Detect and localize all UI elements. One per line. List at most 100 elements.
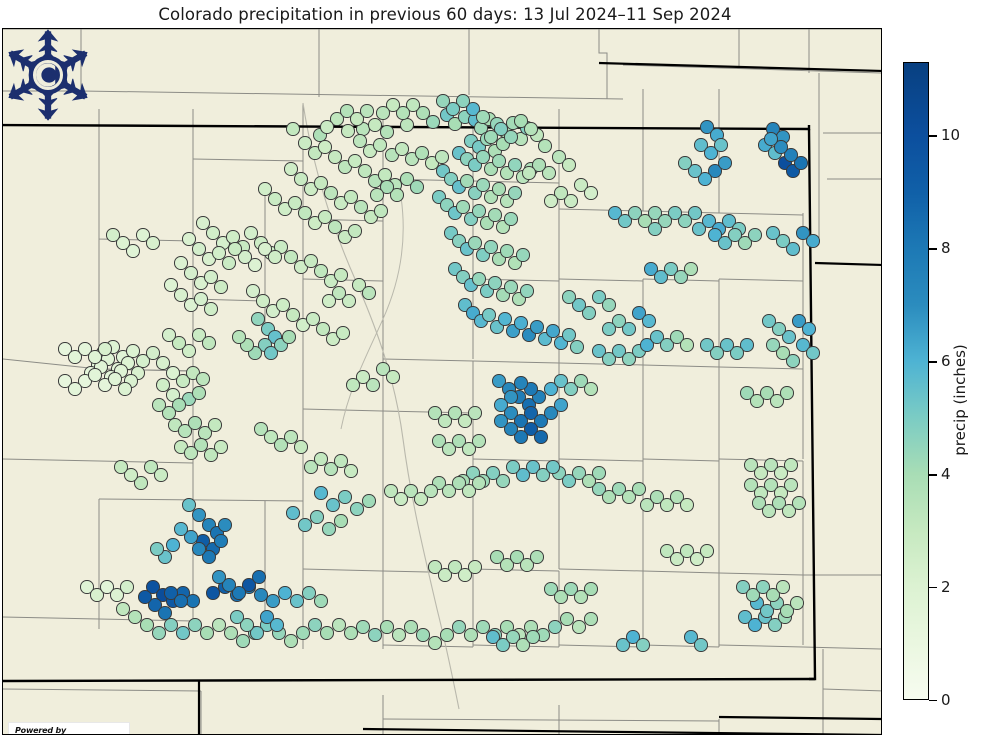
station-marker[interactable] — [704, 146, 718, 160]
station-marker[interactable] — [660, 498, 674, 512]
station-marker[interactable] — [120, 580, 134, 594]
station-marker[interactable] — [342, 294, 356, 308]
station-marker[interactable] — [442, 484, 456, 498]
station-marker[interactable] — [670, 552, 684, 566]
station-marker[interactable] — [266, 594, 280, 608]
station-marker[interactable] — [468, 560, 482, 574]
station-marker[interactable] — [554, 186, 568, 200]
station-marker[interactable] — [284, 250, 298, 264]
station-marker[interactable] — [302, 586, 316, 600]
station-marker[interactable] — [110, 588, 124, 602]
station-marker[interactable] — [106, 228, 120, 242]
station-marker[interactable] — [766, 338, 780, 352]
station-marker[interactable] — [334, 268, 348, 282]
station-marker[interactable] — [304, 460, 318, 474]
station-marker[interactable] — [138, 590, 152, 604]
station-marker[interactable] — [748, 228, 762, 242]
station-marker[interactable] — [380, 180, 394, 194]
station-marker[interactable] — [700, 338, 714, 352]
station-marker[interactable] — [526, 630, 540, 644]
station-marker[interactable] — [612, 314, 626, 328]
station-marker[interactable] — [524, 122, 538, 136]
station-marker[interactable] — [140, 618, 154, 632]
station-marker[interactable] — [592, 466, 606, 480]
station-marker[interactable] — [346, 378, 360, 392]
station-marker[interactable] — [694, 638, 708, 652]
station-marker[interactable] — [328, 220, 342, 234]
station-marker[interactable] — [310, 510, 324, 524]
station-marker[interactable] — [462, 484, 476, 498]
station-marker[interactable] — [710, 346, 724, 360]
station-marker[interactable] — [680, 338, 694, 352]
station-marker[interactable] — [348, 224, 362, 238]
station-marker[interactable] — [184, 530, 198, 544]
station-marker[interactable] — [802, 322, 816, 336]
station-marker[interactable] — [750, 394, 764, 408]
station-marker[interactable] — [256, 294, 270, 308]
station-marker[interactable] — [458, 568, 472, 582]
station-marker[interactable] — [435, 150, 449, 164]
station-marker[interactable] — [572, 620, 586, 634]
station-marker[interactable] — [476, 150, 490, 164]
station-marker[interactable] — [456, 200, 470, 214]
station-marker[interactable] — [504, 390, 518, 404]
station-marker[interactable] — [232, 330, 246, 344]
station-marker[interactable] — [514, 376, 528, 390]
station-marker[interactable] — [320, 120, 334, 134]
station-marker[interactable] — [366, 378, 380, 392]
station-marker[interactable] — [380, 125, 394, 139]
station-marker[interactable] — [658, 214, 672, 228]
station-marker[interactable] — [376, 106, 390, 120]
station-marker[interactable] — [362, 286, 376, 300]
station-marker[interactable] — [336, 326, 350, 340]
station-marker[interactable] — [282, 330, 296, 344]
station-marker[interactable] — [436, 94, 450, 108]
station-marker[interactable] — [554, 590, 568, 604]
station-marker[interactable] — [618, 214, 632, 228]
station-marker[interactable] — [236, 634, 250, 648]
station-marker[interactable] — [504, 130, 518, 144]
station-marker[interactable] — [414, 492, 428, 506]
station-marker[interactable] — [762, 504, 776, 518]
station-marker[interactable] — [206, 586, 220, 600]
station-marker[interactable] — [284, 430, 298, 444]
station-marker[interactable] — [150, 542, 164, 556]
station-marker[interactable] — [286, 122, 300, 136]
station-marker[interactable] — [622, 352, 636, 366]
station-marker[interactable] — [602, 298, 616, 312]
station-marker[interactable] — [316, 322, 330, 336]
station-marker[interactable] — [500, 244, 514, 258]
station-marker[interactable] — [152, 626, 166, 640]
station-marker[interactable] — [776, 580, 790, 594]
station-marker[interactable] — [251, 312, 265, 326]
station-marker[interactable] — [284, 634, 298, 648]
station-marker[interactable] — [640, 498, 654, 512]
station-marker[interactable] — [188, 618, 202, 632]
station-marker[interactable] — [582, 306, 596, 320]
station-marker[interactable] — [286, 506, 300, 520]
station-marker[interactable] — [582, 474, 596, 488]
station-marker[interactable] — [562, 290, 576, 304]
station-marker[interactable] — [438, 414, 452, 428]
station-marker[interactable] — [126, 244, 140, 258]
station-marker[interactable] — [542, 166, 556, 180]
station-marker[interactable] — [258, 182, 272, 196]
station-marker[interactable] — [440, 628, 454, 642]
station-marker[interactable] — [562, 474, 576, 488]
station-marker[interactable] — [174, 594, 188, 608]
station-marker[interactable] — [114, 460, 128, 474]
station-marker[interactable] — [358, 164, 372, 178]
station-marker[interactable] — [194, 292, 208, 306]
station-marker[interactable] — [134, 476, 148, 490]
station-marker[interactable] — [152, 398, 166, 412]
station-marker[interactable] — [368, 118, 382, 132]
station-marker[interactable] — [544, 406, 558, 420]
station-marker[interactable] — [174, 522, 188, 536]
station-marker[interactable] — [344, 464, 358, 478]
station-marker[interactable] — [353, 134, 367, 148]
station-marker[interactable] — [806, 234, 820, 248]
station-marker[interactable] — [678, 156, 692, 170]
station-marker[interactable] — [532, 158, 546, 172]
station-marker[interactable] — [698, 172, 712, 186]
station-marker[interactable] — [506, 460, 520, 474]
